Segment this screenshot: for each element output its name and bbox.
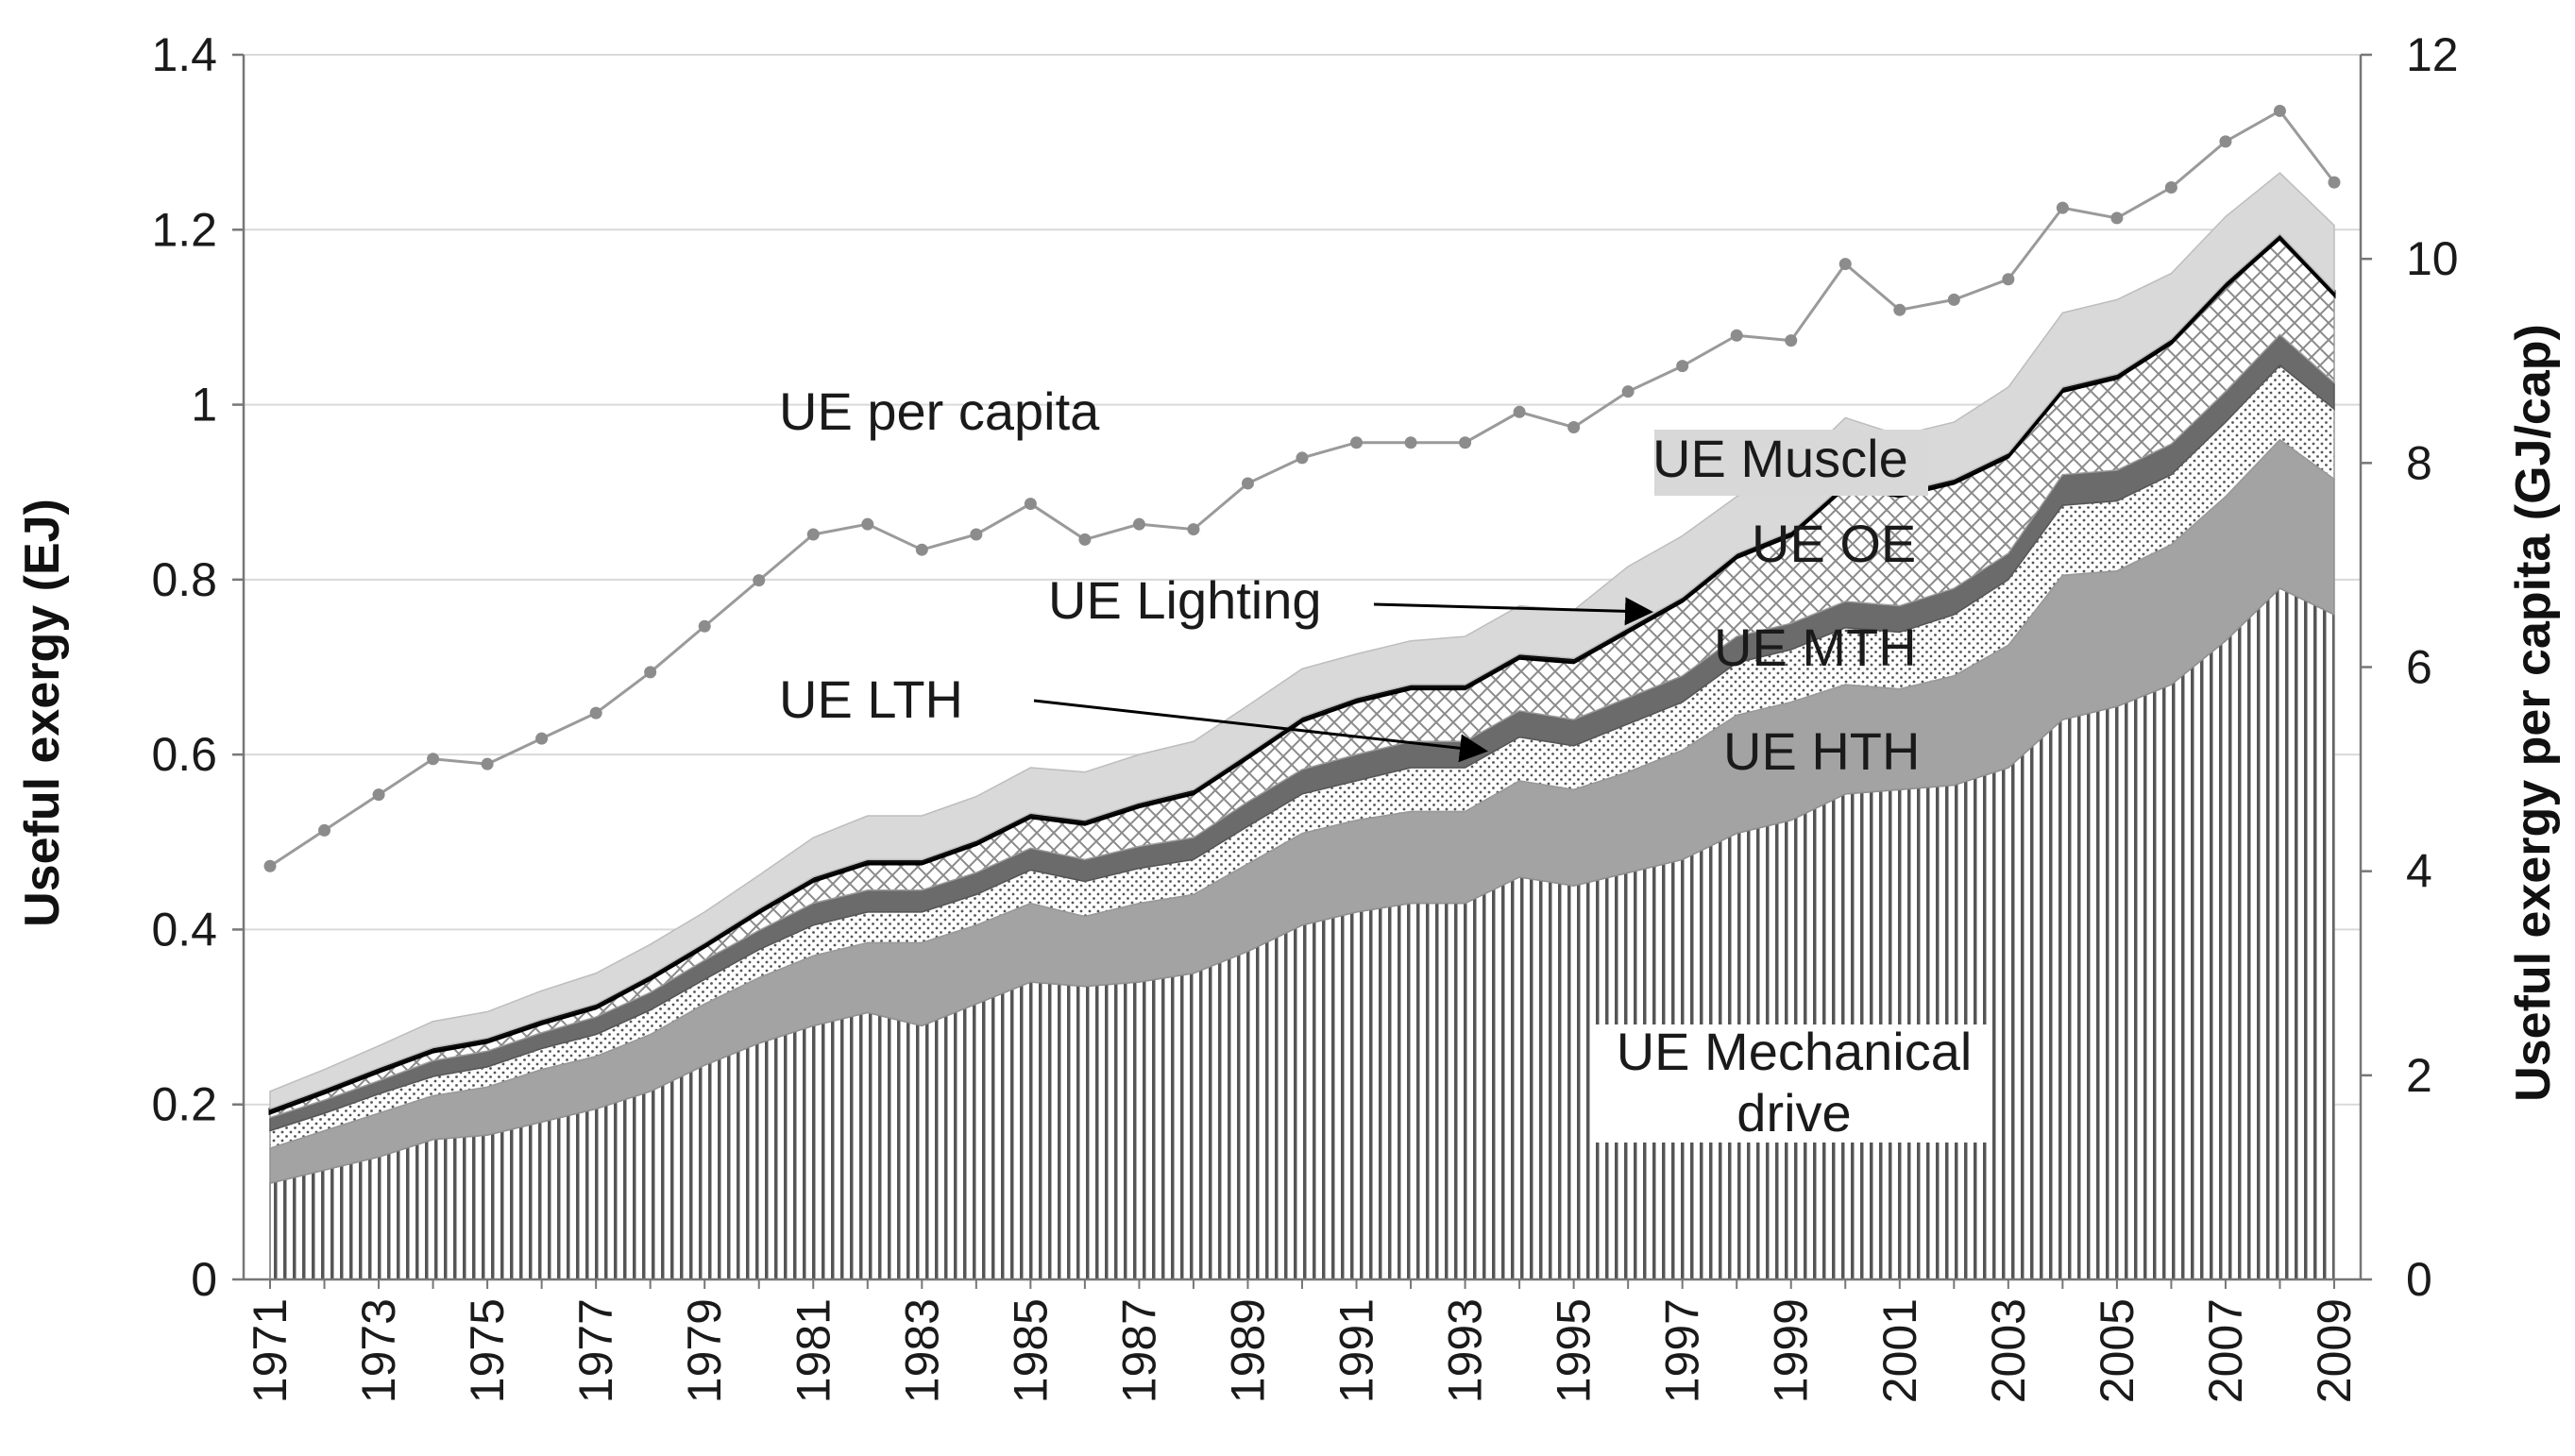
x-tick-label: 1973 <box>352 1298 405 1403</box>
annotation-mechanical-bg <box>1596 1024 1992 1143</box>
per-capita-point <box>1621 385 1635 398</box>
left-y-tick-label: 0.4 <box>151 903 217 956</box>
x-tick-label: 1985 <box>1004 1298 1057 1403</box>
per-capita-point <box>753 574 766 587</box>
per-capita-point <box>1730 329 1743 342</box>
x-tick-label: 1995 <box>1548 1298 1601 1403</box>
annotation-lighting: UE Lighting <box>1048 570 1322 630</box>
annotation-muscle: UE Muscle <box>1652 429 1908 488</box>
per-capita-point <box>1024 498 1037 511</box>
per-capita-point <box>589 706 602 720</box>
left-y-tick-label: 0.2 <box>151 1078 217 1131</box>
lth-arrow <box>1033 699 1488 763</box>
per-capita-point <box>861 517 874 531</box>
x-tick-label: 1991 <box>1330 1298 1383 1403</box>
left-y-tick-label: 1.4 <box>151 28 217 81</box>
x-tick-label: 2007 <box>2199 1298 2252 1403</box>
x-tick-label: 2005 <box>2091 1298 2143 1403</box>
per-capita-point <box>1459 436 1472 449</box>
left-y-tick-label: 0.8 <box>151 553 217 606</box>
x-tick-label: 2009 <box>2308 1298 2361 1403</box>
left-y-axis-title: Useful exergy (EJ) <box>15 499 70 927</box>
per-capita-point <box>481 757 494 770</box>
annotation-per-capita: UE per capita <box>779 381 1100 441</box>
x-tick-label: 1993 <box>1439 1298 1492 1403</box>
annotation-oe: UE OE <box>1752 514 1916 573</box>
per-capita-point <box>1838 258 1852 271</box>
x-tick-label: 1987 <box>1112 1298 1165 1403</box>
per-capita-point <box>915 543 928 556</box>
left-y-tick-label: 0 <box>191 1253 217 1306</box>
per-capita-point <box>1676 360 1689 373</box>
x-tick-label: 1977 <box>569 1298 622 1403</box>
x-tick-label: 1983 <box>895 1298 948 1403</box>
right-y-axis-title: Useful exergy per capita (GJ/cap) <box>2506 324 2561 1102</box>
per-capita-point <box>1078 533 1092 546</box>
per-capita-point <box>2219 135 2232 148</box>
x-tick-label: 1997 <box>1656 1298 1709 1403</box>
per-capita-point <box>1132 517 1145 531</box>
per-capita-point <box>644 666 657 679</box>
left-y-tick-label: 1.2 <box>151 203 217 256</box>
annotation-lth: UE LTH <box>779 669 963 729</box>
per-capita-point <box>1947 293 1960 306</box>
x-tick-label: 1971 <box>244 1298 296 1403</box>
per-capita-point <box>2002 273 2015 286</box>
per-capita-point <box>698 619 711 633</box>
per-capita-point <box>2328 176 2341 189</box>
left-y-tick-labels: 0 0.2 0.4 0.6 0.8 1 1.2 1.4 <box>151 28 217 1306</box>
left-y-tick-label: 1 <box>191 379 217 432</box>
x-tick-label: 2003 <box>1982 1298 2035 1403</box>
per-capita-point <box>2273 104 2286 117</box>
per-capita-point <box>1187 523 1200 536</box>
per-capita-point <box>263 859 277 872</box>
annotation-mechanical-line1: UE Mechanical <box>1617 1022 1973 1081</box>
annotation-hth: UE HTH <box>1723 721 1920 781</box>
right-y-tick-label: 8 <box>2406 436 2432 489</box>
per-capita-point <box>1513 405 1526 418</box>
per-capita-point <box>427 753 440 766</box>
per-capita-point <box>1893 303 1906 316</box>
per-capita-point <box>1404 436 1417 449</box>
per-capita-point <box>1567 421 1581 434</box>
annotation-muscle-bg <box>1654 430 1928 496</box>
series-annotations: UE per capita UE Muscle UE OE UE Lightin… <box>779 381 1992 1143</box>
annotation-mth: UE MTH <box>1714 618 1917 677</box>
lighting-arrow <box>1373 597 1653 626</box>
x-tick-label: 2001 <box>1873 1298 1926 1403</box>
per-capita-point <box>970 528 983 541</box>
per-capita-point <box>2164 181 2177 195</box>
per-capita-series <box>263 104 2341 872</box>
x-tick-label: 1981 <box>787 1298 839 1403</box>
per-capita-point <box>1785 334 1798 347</box>
area-ue-muscle <box>269 172 2335 1110</box>
per-capita-point <box>806 528 820 541</box>
per-capita-point <box>1350 436 1364 449</box>
x-tick-label: 1989 <box>1221 1298 1274 1403</box>
per-capita-point <box>1296 451 1309 465</box>
per-capita-point <box>1241 477 1254 490</box>
right-y-tick-label: 4 <box>2406 845 2432 898</box>
per-capita-point <box>372 788 385 802</box>
right-y-tick-label: 10 <box>2406 232 2459 285</box>
right-y-tick-label: 2 <box>2406 1049 2432 1102</box>
axes <box>232 53 2372 1289</box>
x-tick-label: 1999 <box>1765 1298 1818 1403</box>
per-capita-point <box>2056 201 2069 214</box>
per-capita-point <box>535 732 549 745</box>
right-y-tick-label: 12 <box>2406 28 2459 81</box>
per-capita-point <box>2110 212 2124 225</box>
annotation-mechanical-line2: drive <box>1736 1083 1851 1143</box>
per-capita-point <box>318 823 331 837</box>
left-y-tick-label: 0.6 <box>151 728 217 781</box>
stacked-areas <box>268 172 2336 1280</box>
x-tick-label: 1975 <box>461 1298 514 1403</box>
x-tick-labels: 1971 1973 1975 1977 1979 1981 1983 1985 1987 1989… <box>244 1298 2361 1403</box>
right-y-tick-label: 0 <box>2406 1253 2432 1306</box>
x-tick-label: 1979 <box>678 1298 731 1403</box>
right-y-tick-label: 6 <box>2406 641 2432 694</box>
right-y-tick-labels: 0 2 4 6 8 10 12 <box>2406 28 2459 1306</box>
